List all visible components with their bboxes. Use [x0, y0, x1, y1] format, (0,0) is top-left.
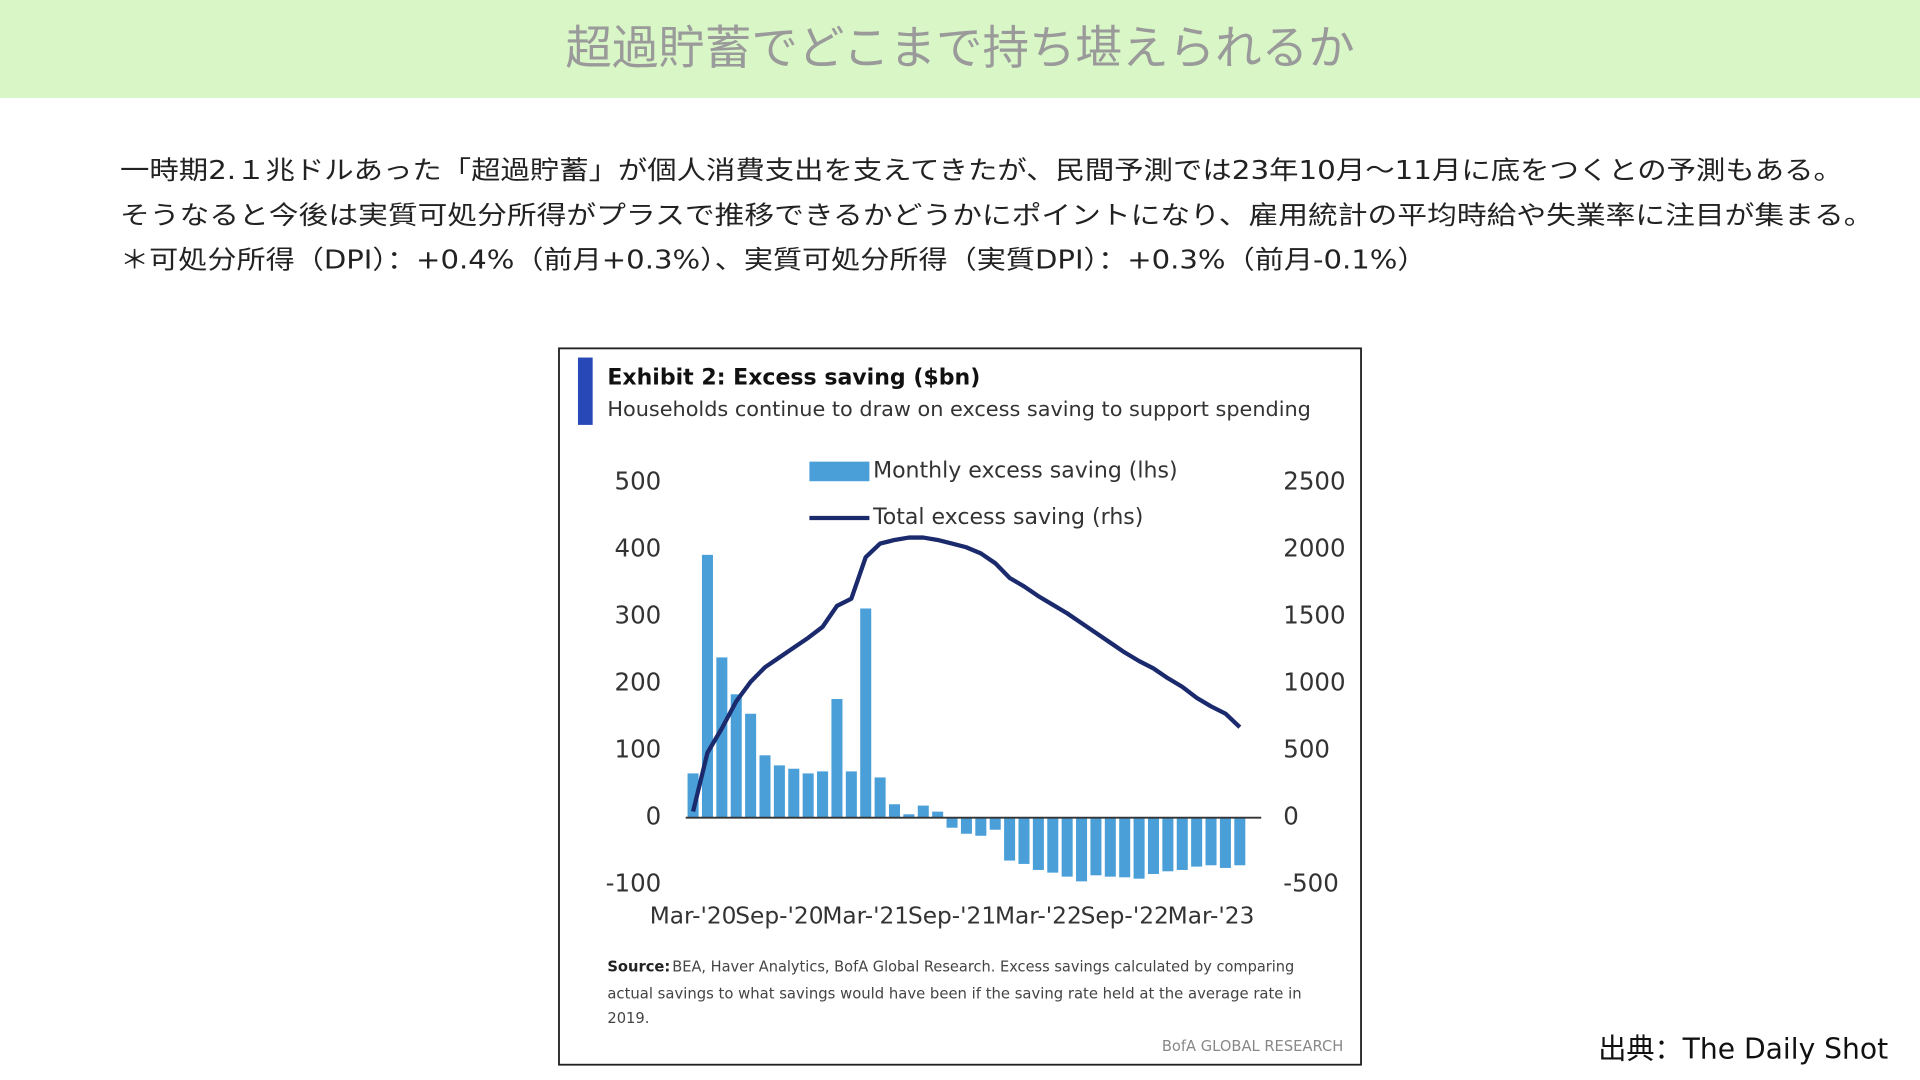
- bar: [1147, 817, 1159, 874]
- bar: [1234, 817, 1246, 866]
- bar: [946, 817, 958, 828]
- slide-title: 超過貯蓄でどこまで持ち堪えられるか: [565, 21, 1354, 75]
- bar: [1090, 817, 1102, 876]
- body-line: そうなると今後は実質可処分所得がプラスで推移できるかどうかにポイントになり、雇用…: [120, 201, 1873, 231]
- legend-swatch: [809, 461, 870, 482]
- line: [690, 535, 1242, 813]
- legend-label: Total excess saving (rhs): [872, 505, 1143, 530]
- bar: [773, 765, 785, 818]
- bar: [860, 608, 872, 818]
- body-line: 一時期2.１兆ドルあった「超過貯蓄」が個人消費支出を支えてきたが、民間予測では2…: [120, 156, 1843, 186]
- y2-tick-label: 0: [1283, 802, 1299, 831]
- x-tick-label: Sep-'21: [908, 903, 996, 930]
- plot: -100 0 100 200 300 400 500 -500 0 500 1000 1500 2000…: [606, 466, 1346, 929]
- bar: [788, 768, 800, 818]
- bar: [1061, 817, 1073, 877]
- x-tick-label: Mar-'20: [650, 903, 737, 930]
- source-text: 2019.: [607, 1010, 649, 1027]
- legend-label: Monthly excess saving (lhs): [873, 458, 1177, 483]
- bar: [975, 817, 987, 836]
- bar: [759, 755, 771, 818]
- bar: [745, 713, 757, 818]
- bar: [716, 657, 728, 818]
- source-text: BEA, Haver Analytics, BofA Global Resear…: [672, 958, 1294, 975]
- bar: [701, 554, 713, 818]
- bar: [874, 777, 886, 818]
- bar: [1176, 817, 1188, 870]
- chart-subtitle: Households continue to draw on excess sa…: [607, 397, 1311, 421]
- y-tick-label: 200: [615, 668, 662, 697]
- bar: [831, 698, 843, 818]
- bar: [1018, 817, 1030, 864]
- footer-source: 出典：The Daily Shot: [1598, 1033, 1888, 1066]
- bar: [1004, 817, 1016, 861]
- x-tick-label: Mar-'23: [1168, 903, 1255, 930]
- bar: [802, 773, 814, 818]
- x-tick-label: Mar-'22: [995, 903, 1082, 930]
- y2-tick-label: 2000: [1283, 533, 1345, 562]
- y-tick-label: 300: [615, 601, 662, 630]
- source-label: Source:: [607, 958, 670, 975]
- header-band: [0, 0, 1920, 98]
- bar: [730, 694, 742, 818]
- bar: [845, 771, 857, 818]
- bar: [1191, 817, 1203, 867]
- chart-title: Exhibit 2: Excess saving ($bn): [607, 365, 980, 390]
- bar: [960, 817, 972, 834]
- y2-tick-label: 500: [1283, 735, 1330, 764]
- x-tick-label: Sep-'20: [735, 903, 823, 930]
- title-accent: [577, 357, 593, 425]
- bar: [1032, 817, 1044, 870]
- y-tick-label: 400: [615, 533, 662, 562]
- source-text: actual savings to what savings would hav…: [607, 985, 1301, 1002]
- bar: [1133, 817, 1145, 879]
- y2-tick-label: 1500: [1283, 601, 1345, 630]
- bar: [989, 817, 1001, 830]
- body-line: ＊可処分所得（DPI）：+0.4%（前月+0.3%）、実質可処分所得（実質DPI…: [120, 245, 1427, 275]
- bar: [917, 805, 929, 818]
- y-tick-label: 100: [615, 735, 662, 764]
- chart-frame: [558, 347, 1362, 1066]
- bar: [1162, 817, 1174, 872]
- y-tick-label: 0: [646, 802, 662, 831]
- bar: [1104, 817, 1116, 877]
- x-tick-label: Sep-'22: [1081, 903, 1169, 930]
- bar: [1047, 817, 1059, 873]
- bar: [1119, 817, 1131, 878]
- bar: [817, 771, 829, 818]
- y2-tick-label: 1000: [1283, 668, 1345, 697]
- y-tick-label: 500: [615, 466, 662, 495]
- y2-tick-label: -500: [1283, 869, 1339, 898]
- bar: [1076, 817, 1088, 882]
- bar: [1219, 817, 1231, 868]
- bar: [903, 814, 915, 818]
- bar: [687, 773, 699, 818]
- y-tick-label: -100: [606, 869, 662, 898]
- x-tick-label: Mar-'21: [822, 903, 909, 930]
- bar: [888, 804, 901, 818]
- bar: [1205, 817, 1217, 866]
- credit: BofA GLOBAL RESEARCH: [1162, 1038, 1343, 1055]
- bar: [932, 811, 944, 818]
- y2-tick-label: 2500: [1283, 466, 1345, 495]
